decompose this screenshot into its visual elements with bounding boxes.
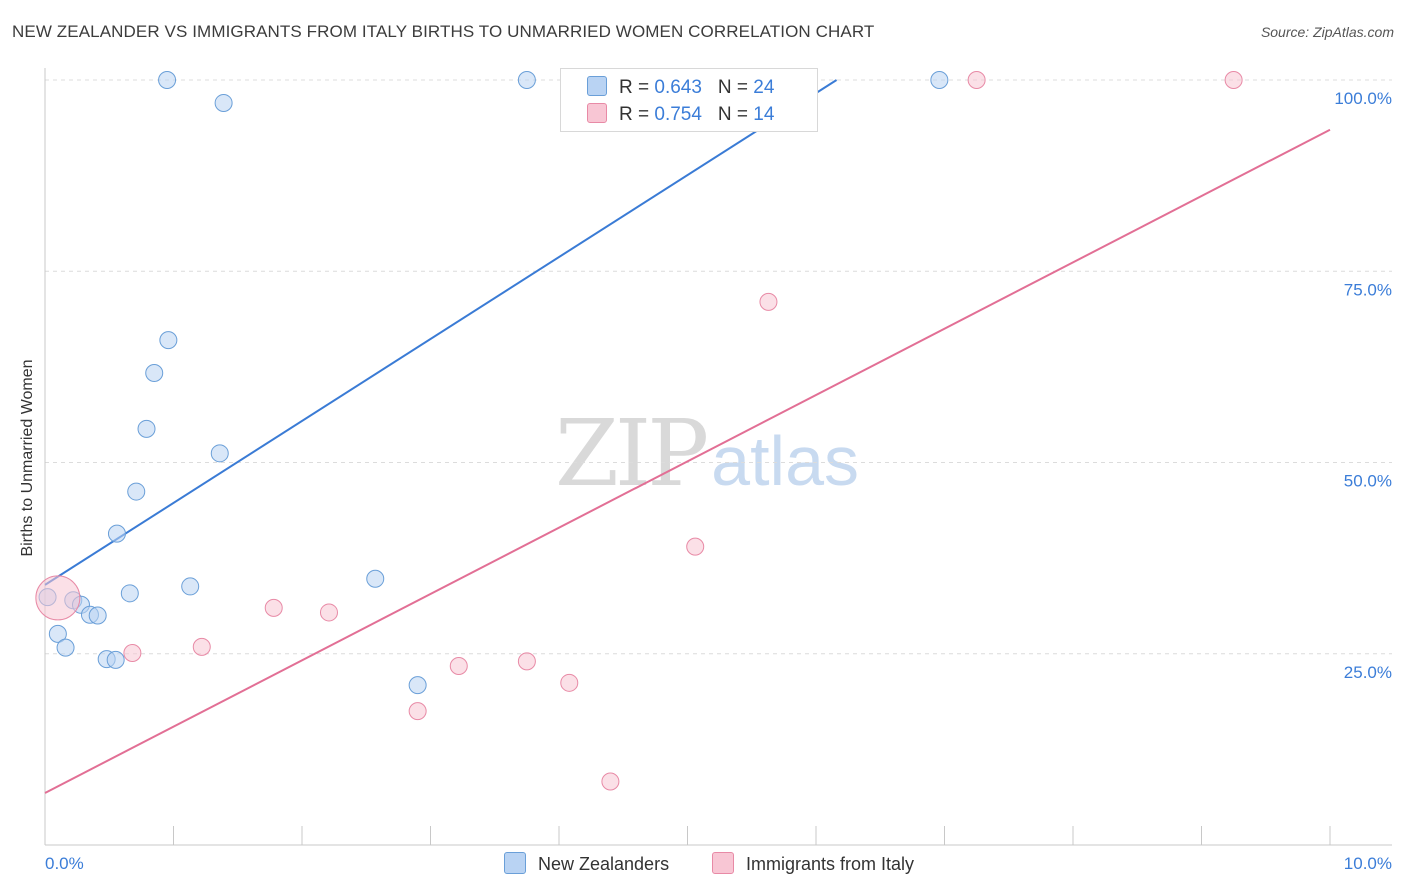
bottom-legend-immigrants-from-italy: Immigrants from Italy [712,852,914,875]
legend-swatch-immigrants-from-italy [587,103,607,123]
data-point-immigrants-from-italy [601,772,620,791]
grid-layer [45,79,1392,655]
axis-layer [44,68,1392,846]
chart-title: NEW ZEALANDER VS IMMIGRANTS FROM ITALY B… [12,22,875,41]
data-point-immigrants-from-italy [517,652,536,671]
y-axis-label: Births to Unmarried Women [19,359,36,557]
data-point-immigrants-from-italy [560,673,579,692]
legend-r-value: 0.754 [654,104,702,125]
data-point-new-zealanders [107,524,126,543]
x-tick-label-0: 0.0% [45,854,84,873]
x-tick-label-10: 10.0% [1344,854,1392,873]
trendline-layer [44,79,1331,794]
data-point-new-zealanders [145,363,164,382]
legend-r-label: R = [619,104,655,125]
data-point-immigrants-from-italy [123,643,142,662]
tick-label-layer: 25.0% 50.0% 75.0% 100.0% 0.0% 10.0% [45,89,1392,873]
y-tick-label-25: 25.0% [1344,663,1392,682]
legend-n-value: 14 [753,104,775,125]
data-point-immigrants-from-italy [1224,71,1243,89]
data-point-immigrants-from-italy [449,656,468,675]
legend-n-label: N = [717,77,754,98]
y-tick-label-75: 75.0% [1344,280,1392,299]
y-tick-label-100: 100.0% [1334,89,1392,108]
bottom-legend-label-new-zealanders: New Zealanders [538,854,670,874]
trendline-new-zealanders [44,79,838,586]
bottom-legend-swatch-new-zealanders [504,852,526,874]
bottom-legend-new-zealanders: New Zealanders [504,852,669,875]
data-point-immigrants-from-italy [319,603,338,622]
legend-n-label: N = [717,104,754,125]
data-point-immigrants-from-italy [686,537,705,556]
data-point-new-zealanders [88,606,107,625]
data-point-new-zealanders [48,624,67,643]
data-point-new-zealanders [106,650,125,669]
legend-n-value: 24 [753,77,775,98]
legend-r-value: 0.643 [654,77,702,98]
data-point-new-zealanders [408,676,427,695]
data-point-immigrants-from-italy [408,702,427,721]
bottom-legend-swatch-immigrants-from-italy [712,852,734,874]
trendline-immigrants-from-italy [44,128,1331,794]
bottom-legend-label-immigrants-from-italy: Immigrants from Italy [746,854,915,874]
y-tick-label-50: 50.0% [1344,472,1392,491]
legend-r-label: R = [619,77,655,98]
data-point-immigrants-from-italy [264,598,283,617]
data-point-immigrants-from-italy [759,292,778,311]
data-point-new-zealanders [366,569,385,588]
source-label: Source: ZipAtlas.com [1260,24,1394,40]
data-point-new-zealanders [158,71,177,89]
data-point-new-zealanders [517,71,536,89]
data-point-immigrants-from-italy [967,71,986,89]
points-layer [35,71,1243,791]
data-point-new-zealanders [930,71,949,89]
legend-swatch-new-zealanders [587,76,607,96]
data-point-new-zealanders [159,331,178,350]
data-point-new-zealanders [214,93,233,112]
legend-row-new-zealanders: R = 0.643 N = 24 [587,76,774,99]
data-point-new-zealanders [127,482,146,501]
data-point-immigrants-from-italy [192,637,211,656]
legend-row-immigrants-from-italy: R = 0.754 N = 14 [587,103,774,126]
data-point-new-zealanders [210,444,229,463]
correlation-legend: R = 0.643 N = 24 R = 0.754 N = 14 [560,68,818,132]
data-point-new-zealanders [137,419,156,438]
data-point-new-zealanders [181,577,200,596]
data-point-new-zealanders [56,638,75,657]
data-point-immigrants-from-italy [35,575,81,621]
data-point-new-zealanders [120,584,139,603]
